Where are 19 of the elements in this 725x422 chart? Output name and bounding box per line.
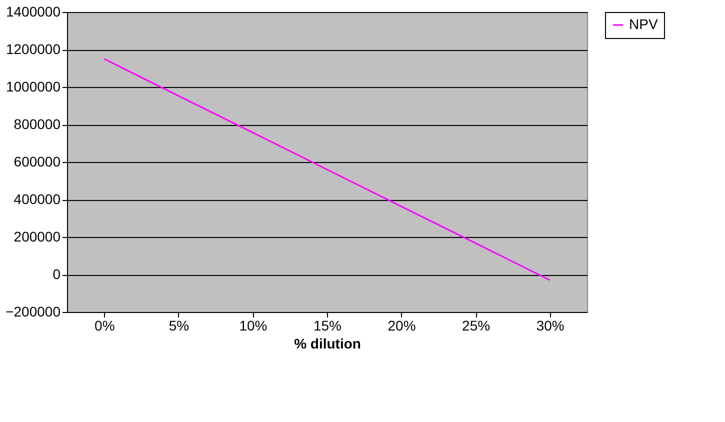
x-tick-label: 20% [388,318,416,334]
x-tick-label: 10% [239,318,268,334]
y-tick-label: −200000 [6,304,61,320]
x-tick-label: 15% [313,318,342,334]
x-tick-label: 30% [536,318,564,334]
legend-label: NPV [629,16,658,32]
y-tick-label: 200000 [14,228,61,244]
y-tick-label: 1000000 [6,78,61,94]
y-tick-label: 1400000 [6,4,61,20]
y-tick-label: 400000 [14,191,61,207]
x-tick-label: 25% [462,318,490,334]
x-tick-label: 0% [94,318,115,334]
y-tick-label: 600000 [14,154,61,170]
y-tick-label: 0 [52,266,61,282]
y-tick-label: 1200000 [6,41,61,57]
y-tick-label: 800000 [14,116,61,132]
x-axis-title: % dilution [294,336,361,352]
line-series [103,58,551,281]
x-tick-label: 5% [168,318,190,334]
